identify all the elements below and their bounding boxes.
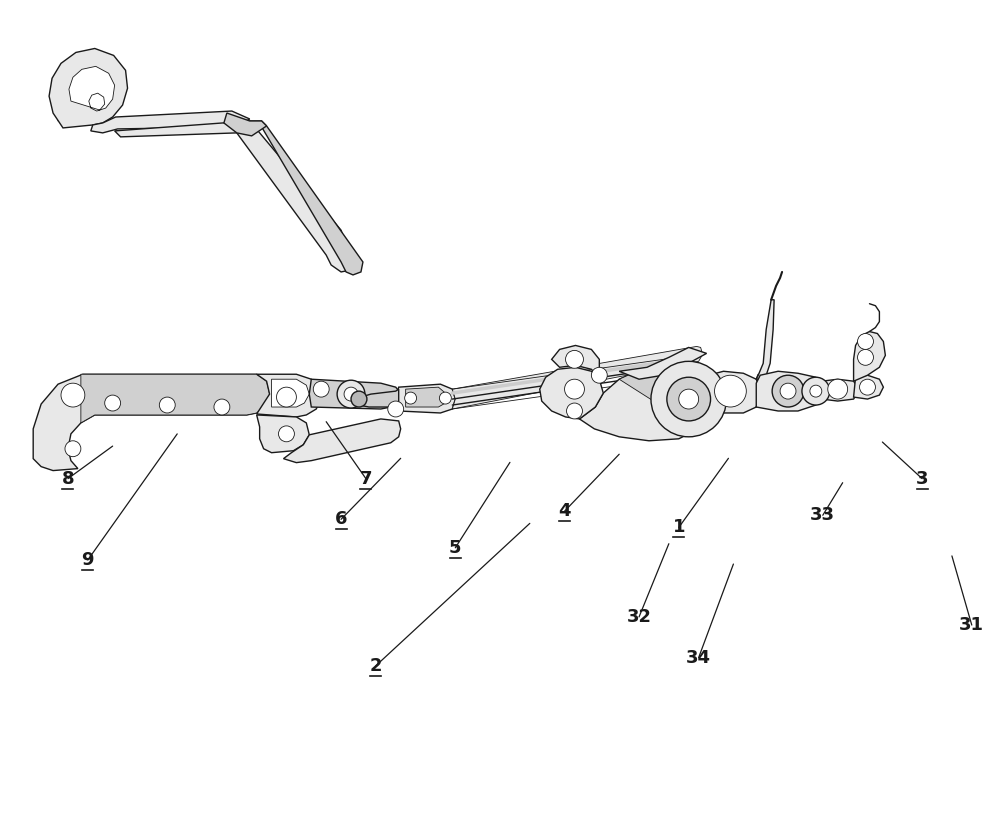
Circle shape [679,389,699,409]
Polygon shape [250,121,363,275]
Text: 9: 9 [82,551,94,569]
Circle shape [214,399,230,415]
Text: 3: 3 [916,469,928,487]
Text: 6: 6 [335,510,347,528]
Polygon shape [53,53,118,125]
Polygon shape [283,419,401,463]
Circle shape [860,379,875,395]
Polygon shape [756,300,774,379]
Circle shape [802,378,830,405]
Text: 34: 34 [686,649,711,667]
Circle shape [65,441,81,457]
Circle shape [780,383,796,399]
Circle shape [772,375,804,407]
Polygon shape [619,367,709,421]
Polygon shape [356,389,399,407]
Circle shape [651,361,726,437]
Circle shape [565,379,584,399]
Polygon shape [81,374,270,423]
Text: 32: 32 [627,608,652,626]
Text: 1: 1 [673,518,685,536]
Polygon shape [822,379,858,401]
Circle shape [159,397,175,413]
Polygon shape [854,375,883,399]
Polygon shape [257,374,321,417]
Polygon shape [91,111,250,133]
Circle shape [279,426,294,441]
Circle shape [344,387,358,401]
Polygon shape [272,379,309,407]
Circle shape [667,378,711,421]
Circle shape [388,401,404,417]
Polygon shape [115,121,353,272]
Polygon shape [756,374,773,407]
Polygon shape [756,371,822,411]
Polygon shape [396,384,455,413]
Text: 5: 5 [449,539,462,557]
Circle shape [858,333,873,350]
Polygon shape [854,332,885,381]
Polygon shape [33,374,270,471]
Polygon shape [257,415,309,453]
Circle shape [313,381,329,397]
Polygon shape [69,66,115,111]
Text: 7: 7 [360,469,372,487]
Text: 2: 2 [370,657,382,675]
Polygon shape [309,379,401,409]
Polygon shape [49,48,128,128]
Polygon shape [579,367,709,441]
Circle shape [810,385,822,397]
Circle shape [405,392,417,404]
Polygon shape [619,347,707,379]
Circle shape [277,387,296,407]
Circle shape [351,391,367,407]
Polygon shape [540,367,603,419]
Polygon shape [452,346,703,409]
Text: 8: 8 [62,469,74,487]
Circle shape [715,375,746,407]
Circle shape [828,379,848,399]
Circle shape [61,383,85,407]
Polygon shape [406,387,445,407]
Text: 31: 31 [959,616,984,634]
Text: 33: 33 [810,506,835,524]
Polygon shape [224,113,267,136]
Text: 4: 4 [558,502,571,520]
Circle shape [337,380,365,408]
Circle shape [439,392,451,404]
Polygon shape [701,371,760,413]
Circle shape [566,351,583,369]
Circle shape [591,367,607,383]
Polygon shape [552,346,599,378]
Circle shape [858,350,873,365]
Circle shape [567,403,582,419]
Circle shape [105,395,121,411]
